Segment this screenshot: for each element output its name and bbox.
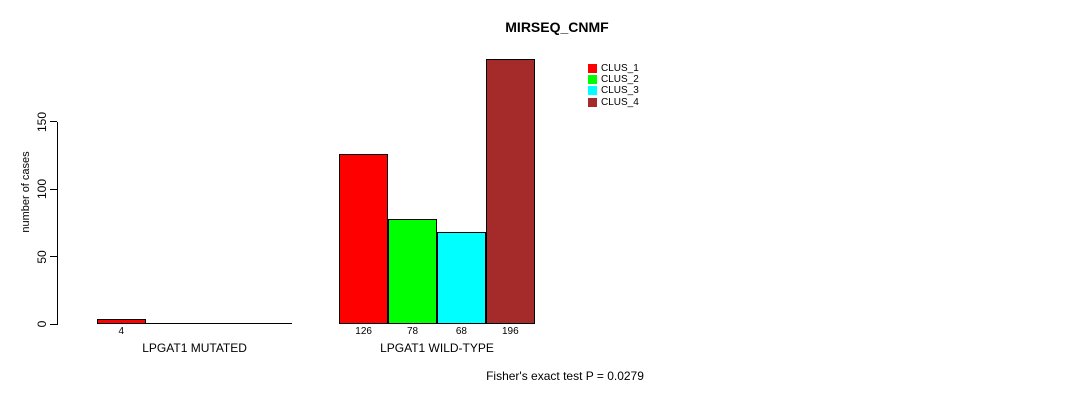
bar	[485, 59, 535, 324]
footnote: Fisher's exact test P = 0.0279	[486, 369, 644, 383]
y-axis-line	[57, 121, 58, 325]
bar	[96, 318, 146, 324]
bar-value-label: 78	[406, 326, 419, 337]
y-tick-label: 0	[35, 320, 49, 328]
legend-swatch	[587, 97, 597, 107]
y-tick	[50, 121, 57, 122]
y-tick-label: 100	[35, 178, 49, 200]
bar-value-label: 126	[355, 326, 372, 337]
group-baseline	[339, 323, 535, 324]
legend-swatch	[587, 64, 597, 73]
y-tick	[50, 323, 57, 325]
bar-value-label: 68	[455, 326, 467, 337]
y-tick	[50, 256, 57, 257]
bar	[388, 218, 437, 324]
legend-swatch	[587, 86, 597, 96]
legend-swatch	[587, 75, 597, 85]
chart-title: MIRSEQ_CNMF	[505, 19, 609, 35]
bar	[437, 232, 486, 324]
legend-label: CLUS_2	[601, 74, 639, 86]
bar-value-label: 196	[502, 326, 519, 337]
group-label: LPGAT1 MUTATED	[142, 341, 247, 355]
y-tick-label: 150	[35, 111, 49, 132]
legend-label: CLUS_1	[601, 63, 639, 74]
y-tick-label: 50	[35, 249, 49, 264]
bar-value-label: 4	[118, 326, 125, 337]
bar	[339, 153, 389, 324]
group-label: LPGAT1 WILD-TYPE	[380, 341, 494, 355]
y-axis-label: number of cases	[20, 151, 32, 233]
legend-label: CLUS_3	[601, 85, 639, 97]
group-baseline	[96, 323, 293, 324]
legend-label: CLUS_4	[601, 96, 639, 108]
y-tick	[50, 188, 57, 190]
